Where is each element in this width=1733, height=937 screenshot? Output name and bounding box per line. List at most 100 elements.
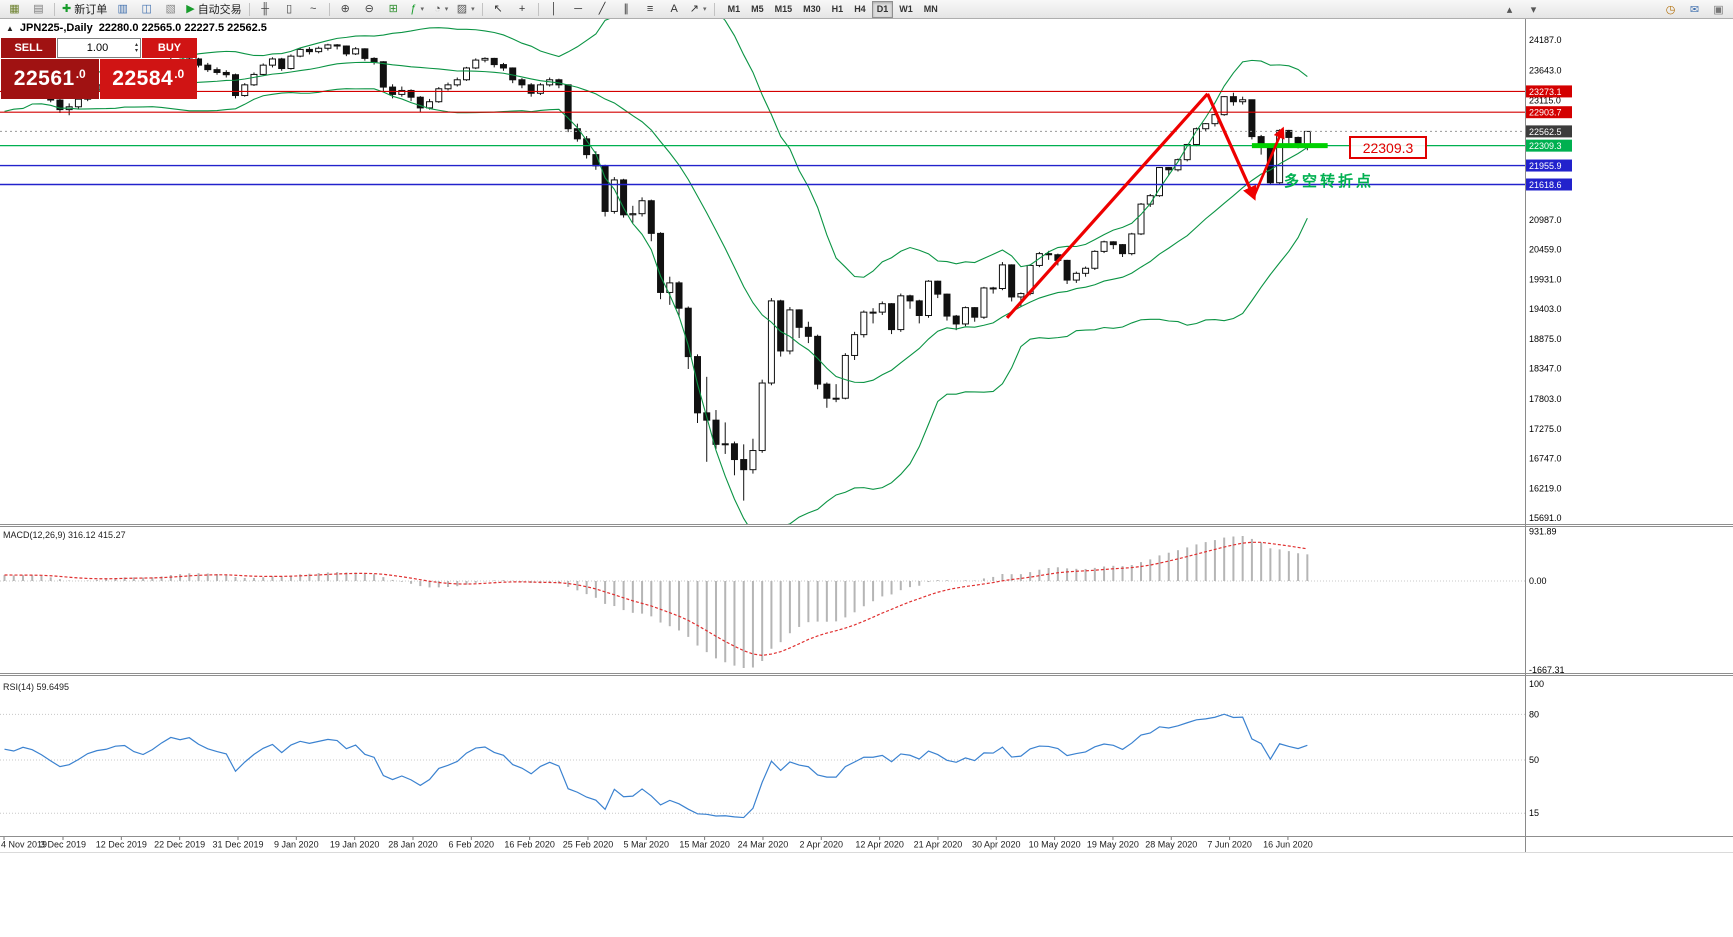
timeframe-mn[interactable]: MN bbox=[923, 3, 938, 14]
timeframe-m30[interactable]: M30 bbox=[803, 3, 821, 14]
candlestick-chart-icon: ▯ bbox=[286, 2, 293, 15]
mail-tool[interactable]: ✉ bbox=[1683, 1, 1706, 19]
crosshair-tool[interactable]: + bbox=[511, 0, 534, 18]
autotrading-play-icon: ▶ bbox=[186, 2, 195, 15]
svg-text:16 Feb 2020: 16 Feb 2020 bbox=[504, 840, 555, 850]
new-chart-tool[interactable]: ▦ bbox=[3, 0, 26, 18]
toolbar-separator bbox=[481, 2, 483, 16]
buy-button[interactable]: BUY bbox=[142, 38, 197, 58]
sell-price-button[interactable]: 22561.0 bbox=[1, 59, 99, 99]
horizontal-line-icon: ─ bbox=[574, 2, 582, 15]
rsi-layer bbox=[0, 713, 1525, 819]
vertical-line-icon: │ bbox=[550, 2, 558, 15]
timeframe-h4[interactable]: H4 bbox=[854, 3, 866, 14]
timeframe-m15[interactable]: M15 bbox=[774, 3, 793, 14]
one-click-price-row: 22561.0 22584.0 bbox=[1, 59, 197, 99]
caret-down-icon: ▾ bbox=[420, 6, 424, 13]
timeframe-w1[interactable]: W1 bbox=[899, 3, 913, 14]
scroll-down-icon: ▾ bbox=[1530, 3, 1537, 16]
zoom-out-tool[interactable]: ⊖ bbox=[358, 0, 381, 18]
timeframe-d1[interactable]: D1 bbox=[871, 0, 894, 18]
svg-text:22 Dec 2019: 22 Dec 2019 bbox=[154, 840, 205, 850]
toolbar-scroll-up[interactable]: ▴ bbox=[1498, 1, 1521, 19]
svg-text:-1667.31: -1667.31 bbox=[1529, 665, 1565, 675]
data-window-tool[interactable]: ◫ bbox=[135, 0, 158, 18]
chart-symbol-period: JPN225-,Daily bbox=[19, 22, 93, 34]
line-chart-tool[interactable]: ~ bbox=[302, 0, 325, 18]
rsi-axis[interactable]: 100 80 50 15 bbox=[1529, 679, 1544, 818]
layout-tool[interactable]: ▣ bbox=[1707, 1, 1730, 19]
alerts-tool[interactable]: ◷ bbox=[1659, 1, 1682, 19]
svg-text:4 Nov 2019: 4 Nov 2019 bbox=[1, 840, 47, 850]
macd-axis[interactable]: 931.89 0.00 -1667.31 bbox=[1529, 526, 1565, 674]
toolbar-separator bbox=[328, 2, 330, 16]
svg-text:50: 50 bbox=[1529, 755, 1539, 765]
spinner-up-icon[interactable]: ▴ bbox=[134, 42, 138, 48]
price-axis[interactable]: 24187.0 23643.0 23115.0 20987.0 20459.0 19931… bbox=[1526, 35, 1572, 523]
svg-text:30 Apr 2020: 30 Apr 2020 bbox=[972, 840, 1021, 850]
svg-text:100: 100 bbox=[1529, 679, 1544, 689]
toolbar-scroll-down[interactable]: ▾ bbox=[1522, 1, 1545, 19]
periods-tool[interactable]: ◔ ▾ bbox=[430, 0, 453, 18]
zoom-in-tool[interactable]: ⊕ bbox=[334, 0, 357, 18]
candlestick-chart-tool[interactable]: ▯ bbox=[278, 0, 301, 18]
svg-text:16747.0: 16747.0 bbox=[1529, 454, 1562, 464]
svg-text:19 May 2020: 19 May 2020 bbox=[1087, 840, 1139, 850]
svg-text:21955.9: 21955.9 bbox=[1529, 161, 1562, 171]
price-callout: 22309.3 bbox=[1349, 136, 1427, 159]
svg-text:20459.0: 20459.0 bbox=[1529, 245, 1562, 255]
turning-point-label: 多空转折点 bbox=[1284, 173, 1375, 190]
templates-tool[interactable]: ▨ ▾ bbox=[454, 0, 478, 18]
navigator-icon: ▧ bbox=[165, 2, 176, 15]
spinner-down-icon[interactable]: ▾ bbox=[134, 48, 138, 54]
bar-chart-tool[interactable]: ╫ bbox=[254, 0, 277, 18]
autotrading-button[interactable]: ▶ 自动交易 bbox=[183, 0, 244, 18]
one-click-toggle-icon[interactable]: ▲ bbox=[6, 23, 14, 33]
horizontal-line-tool[interactable]: ─ bbox=[567, 0, 590, 18]
sell-button[interactable]: SELL bbox=[1, 38, 56, 58]
market-watch-icon: ▥ bbox=[117, 2, 128, 15]
svg-text:RSI(14) 59.6495: RSI(14) 59.6495 bbox=[3, 682, 69, 692]
volume-field[interactable]: 1.00 ▴ ▾ bbox=[57, 38, 141, 58]
toolbar-separator bbox=[54, 2, 55, 16]
svg-text:18875.0: 18875.0 bbox=[1529, 334, 1562, 344]
tile-windows-tool[interactable]: ⊞ bbox=[382, 0, 405, 18]
buy-price-button[interactable]: 22584.0 bbox=[99, 59, 197, 99]
indicators-tool[interactable]: ƒ ▾ bbox=[406, 0, 429, 18]
market-watch-tool[interactable]: ▥ bbox=[111, 0, 134, 18]
svg-text:20987.0: 20987.0 bbox=[1529, 215, 1562, 225]
mail-icon: ✉ bbox=[1689, 3, 1700, 16]
timeframe-m1[interactable]: M1 bbox=[727, 3, 741, 14]
svg-text:15 Mar 2020: 15 Mar 2020 bbox=[679, 840, 730, 850]
annotations-layer bbox=[1005, 92, 1328, 319]
navigator-tool[interactable]: ▧ bbox=[159, 0, 182, 18]
buy-price-main: 22584 bbox=[112, 67, 174, 90]
new-order-button[interactable]: ✚ 新订单 bbox=[59, 0, 110, 18]
fibonacci-icon: ≡ bbox=[646, 2, 654, 15]
svg-text:17803.0: 17803.0 bbox=[1529, 394, 1562, 404]
fibonacci-tool[interactable]: ≡ bbox=[639, 0, 662, 18]
profiles-tool[interactable]: ▤ bbox=[27, 0, 50, 18]
svg-text:7 Jun 2020: 7 Jun 2020 bbox=[1207, 840, 1252, 850]
plus-icon: ✚ bbox=[62, 2, 72, 15]
trendline-tool[interactable]: ╱ bbox=[591, 0, 614, 18]
timeframe-h1[interactable]: H1 bbox=[831, 3, 844, 14]
svg-text:31 Dec 2019: 31 Dec 2019 bbox=[212, 840, 263, 850]
channel-tool[interactable]: ∥ bbox=[615, 0, 638, 18]
svg-text:19931.0: 19931.0 bbox=[1529, 274, 1562, 284]
arrows-tool[interactable]: ↗ ▾ bbox=[687, 0, 710, 18]
text-tool[interactable]: A bbox=[663, 0, 686, 18]
panel-frame-layer bbox=[0, 17, 1733, 853]
svg-text:6 Feb 2020: 6 Feb 2020 bbox=[449, 840, 495, 850]
svg-text:15691.0: 15691.0 bbox=[1529, 513, 1562, 523]
toolbar-separator bbox=[537, 2, 539, 16]
cursor-tool[interactable]: ↖ bbox=[487, 0, 510, 18]
svg-text:9 Jan 2020: 9 Jan 2020 bbox=[274, 840, 319, 850]
timeframe-m5[interactable]: M5 bbox=[751, 3, 764, 14]
volume-value: 1.00 bbox=[86, 42, 109, 54]
templates-icon: ▨ bbox=[456, 2, 468, 15]
vertical-line-tool[interactable]: │ bbox=[543, 0, 566, 18]
svg-text:24187.0: 24187.0 bbox=[1529, 35, 1562, 45]
caret-down-icon: ▾ bbox=[444, 6, 449, 13]
